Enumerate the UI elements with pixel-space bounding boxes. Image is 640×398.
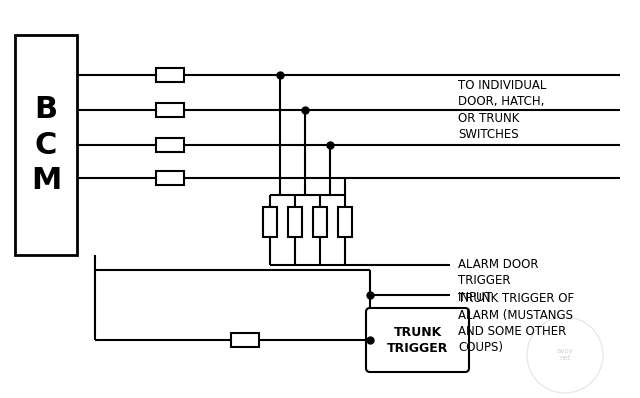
Text: avoy
net: avoy net <box>557 349 573 361</box>
Bar <box>313 207 327 236</box>
Text: B
C
M: B C M <box>31 95 61 195</box>
FancyBboxPatch shape <box>366 308 469 372</box>
Text: TRUNK
TRIGGER: TRUNK TRIGGER <box>387 326 448 355</box>
Bar <box>15 35 77 255</box>
Text: TRUNK TRIGGER OF
ALARM (MUSTANGS
AND SOME OTHER
COUPS): TRUNK TRIGGER OF ALARM (MUSTANGS AND SOM… <box>458 292 574 355</box>
Text: TO INDIVIDUAL
DOOR, HATCH,
OR TRUNK
SWITCHES: TO INDIVIDUAL DOOR, HATCH, OR TRUNK SWIT… <box>458 79 547 141</box>
Bar <box>156 138 184 152</box>
Bar <box>156 103 184 117</box>
Text: ALARM DOOR
TRIGGER
INPUT: ALARM DOOR TRIGGER INPUT <box>458 258 538 304</box>
Bar <box>288 207 302 236</box>
Bar <box>156 171 184 185</box>
Bar <box>231 333 259 347</box>
Bar <box>263 207 277 236</box>
Bar <box>338 207 352 236</box>
Bar <box>156 68 184 82</box>
